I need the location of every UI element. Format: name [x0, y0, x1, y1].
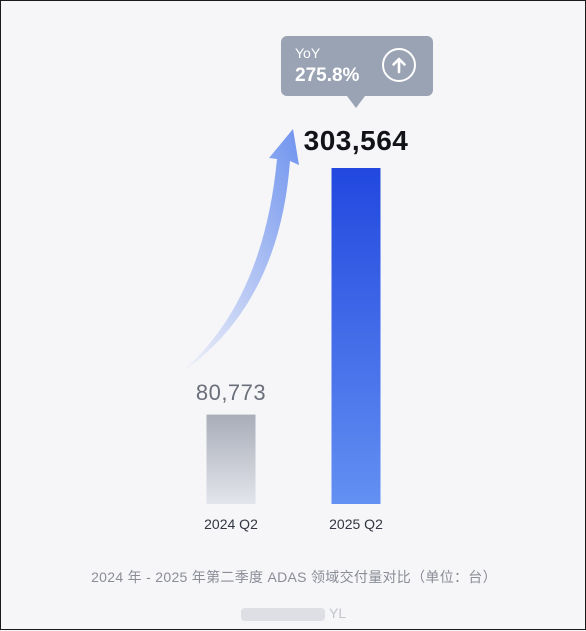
- chart-caption: 2024 年 - 2025 年第二季度 ADAS 领域交付量对比（单位：台）: [91, 569, 497, 585]
- watermark-text: YL: [329, 605, 347, 621]
- growth-arrow: [178, 129, 299, 375]
- yoy-annotation: YoY 275.8%: [281, 36, 433, 108]
- bar-2024-q2: [206, 414, 256, 504]
- arrow-up-circle-icon: [382, 48, 416, 82]
- category-label-2024-q2: 2024 Q2: [204, 516, 258, 532]
- yoy-value: 275.8%: [295, 65, 360, 86]
- watermark: YL: [241, 605, 351, 623]
- watermark-blurred-text: [241, 608, 325, 621]
- value-label-2025-q2: 303,564: [303, 125, 409, 156]
- bar-2025-q2: [331, 168, 381, 504]
- yoy-label: YoY: [295, 45, 321, 61]
- category-label-2025-q2: 2025 Q2: [329, 516, 383, 532]
- value-label-2024-q2: 80,773: [195, 379, 267, 405]
